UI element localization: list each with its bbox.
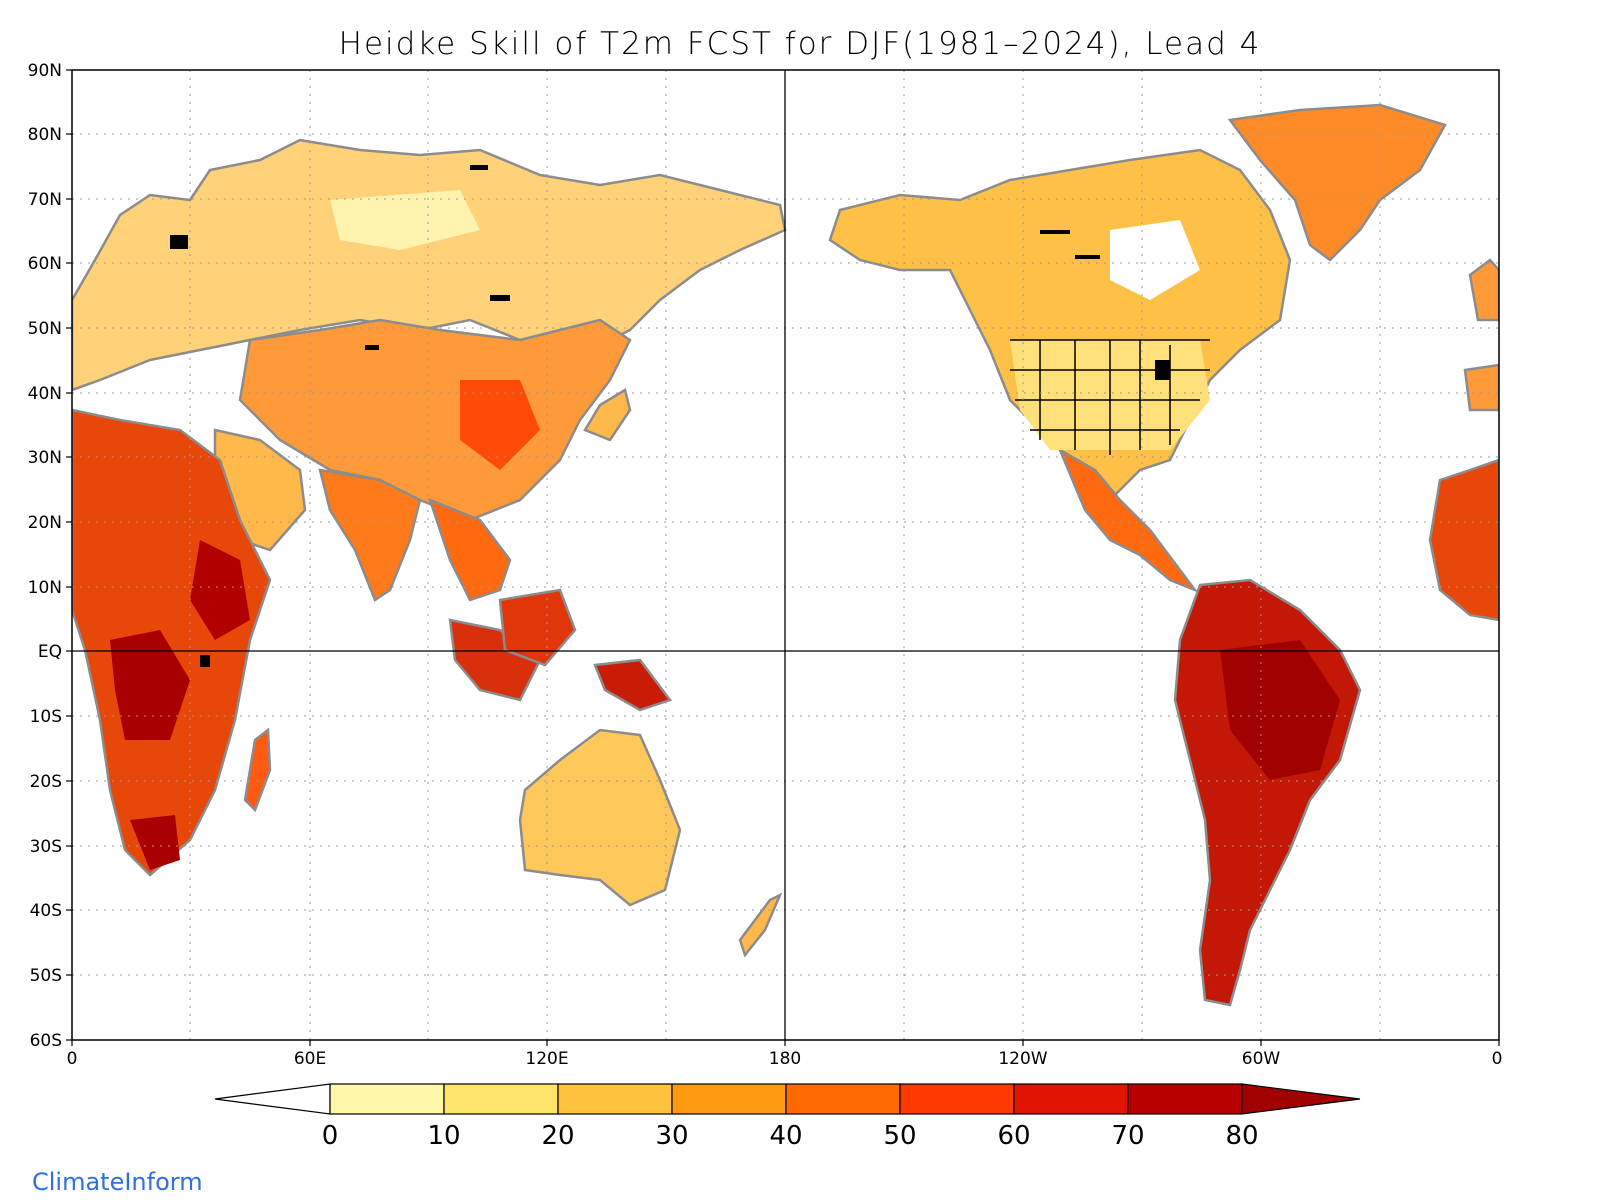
colorbar-label: 60 (997, 1121, 1030, 1151)
lon-label: 180 (769, 1049, 801, 1069)
colorbar-label: 70 (1111, 1121, 1144, 1151)
lat-labels: 90N 80N 70N 60N 50N 40N 30N 20N 10N EQ 1… (28, 61, 62, 1051)
colorbar-bin (1013, 1083, 1129, 1115)
colorbar-label: 50 (883, 1121, 916, 1151)
region-se-asia (427, 497, 512, 602)
lat-label: 60N (28, 254, 62, 274)
colorbar-bin (899, 1083, 1015, 1115)
colorbar-bin (1127, 1083, 1243, 1115)
colorbar-labels: 0 10 20 30 40 50 60 70 80 (322, 1121, 1259, 1151)
colorbar-label: 20 (541, 1121, 574, 1151)
patch-amazon (1220, 640, 1340, 780)
colorbar-label: 0 (322, 1121, 339, 1151)
lon-label: 0 (1492, 1049, 1503, 1069)
lat-label: 50N (28, 319, 62, 339)
chart-title: Heidke Skill of T2m FCST for DJF(1981–20… (338, 26, 1262, 62)
region-new-guinea (593, 658, 673, 712)
lon-label: 60W (1242, 1049, 1281, 1069)
lat-label: 60S (30, 1031, 62, 1051)
lat-label: 50S (30, 966, 62, 986)
lon-label: 120W (998, 1049, 1047, 1069)
region-japan (583, 388, 632, 442)
lat-label: 30S (30, 837, 62, 857)
lat-label: 40N (28, 384, 62, 404)
patch-china (460, 380, 540, 470)
region-new-zealand (738, 892, 783, 958)
colorbar-label: 80 (1225, 1121, 1258, 1151)
patch-siberia-light (330, 190, 480, 250)
lon-labels: 0 60E 120E 180 120W 60W 0 (67, 1049, 1503, 1069)
region-central-america (1057, 447, 1199, 593)
patch-south-africa (130, 815, 180, 870)
patch-central-africa (110, 630, 190, 740)
colorbar-below-arrow (214, 1083, 331, 1115)
lon-tick-marks (71, 1040, 1500, 1046)
lat-label: 30N (28, 448, 62, 468)
region-india (318, 468, 422, 602)
colorbar-bin (443, 1083, 559, 1115)
land-layer (72, 103, 1499, 1007)
lat-label: 20N (28, 513, 62, 533)
region-borneo (498, 588, 577, 667)
lon-label: 120E (525, 1049, 568, 1069)
brand-label: ClimateInform (32, 1168, 203, 1196)
lat-label: 20S (30, 772, 62, 792)
region-iberia-east-edge (1463, 363, 1499, 412)
lakes (170, 165, 1170, 667)
region-madagascar (243, 727, 272, 813)
lon-label: 0 (67, 1049, 78, 1069)
colorbar-bin (671, 1083, 787, 1115)
lat-label: 40S (30, 901, 62, 921)
lat-label: 90N (28, 61, 62, 81)
region-central-asia (238, 318, 632, 522)
colorbar-label: 40 (769, 1121, 802, 1151)
colorbar (214, 1083, 1361, 1115)
colorbar-above-arrow (1241, 1083, 1361, 1115)
colorbar-label: 10 (427, 1121, 460, 1151)
lon-label: 60E (294, 1049, 326, 1069)
region-africa (72, 408, 272, 877)
lat-label: 10S (30, 707, 62, 727)
region-west-africa-east-edge (1428, 458, 1499, 622)
region-maritime-continent (448, 618, 542, 702)
colorbar-bin (329, 1083, 445, 1115)
lat-label: 80N (28, 125, 62, 145)
colorbar-bin (785, 1083, 901, 1115)
lat-label: 10N (28, 578, 62, 598)
lat-label: 70N (28, 190, 62, 210)
patch-east-africa (190, 540, 250, 640)
region-uk-east-edge (1468, 258, 1499, 322)
colorbar-label: 30 (655, 1121, 688, 1151)
patch-canada-light (1110, 220, 1200, 300)
lat-label: EQ (38, 642, 62, 662)
lat-tick-marks (66, 69, 72, 1041)
colorbar-bin (557, 1083, 673, 1115)
region-australia (518, 728, 682, 907)
us-state-borders (1010, 339, 1210, 455)
region-greenland (1227, 103, 1447, 262)
